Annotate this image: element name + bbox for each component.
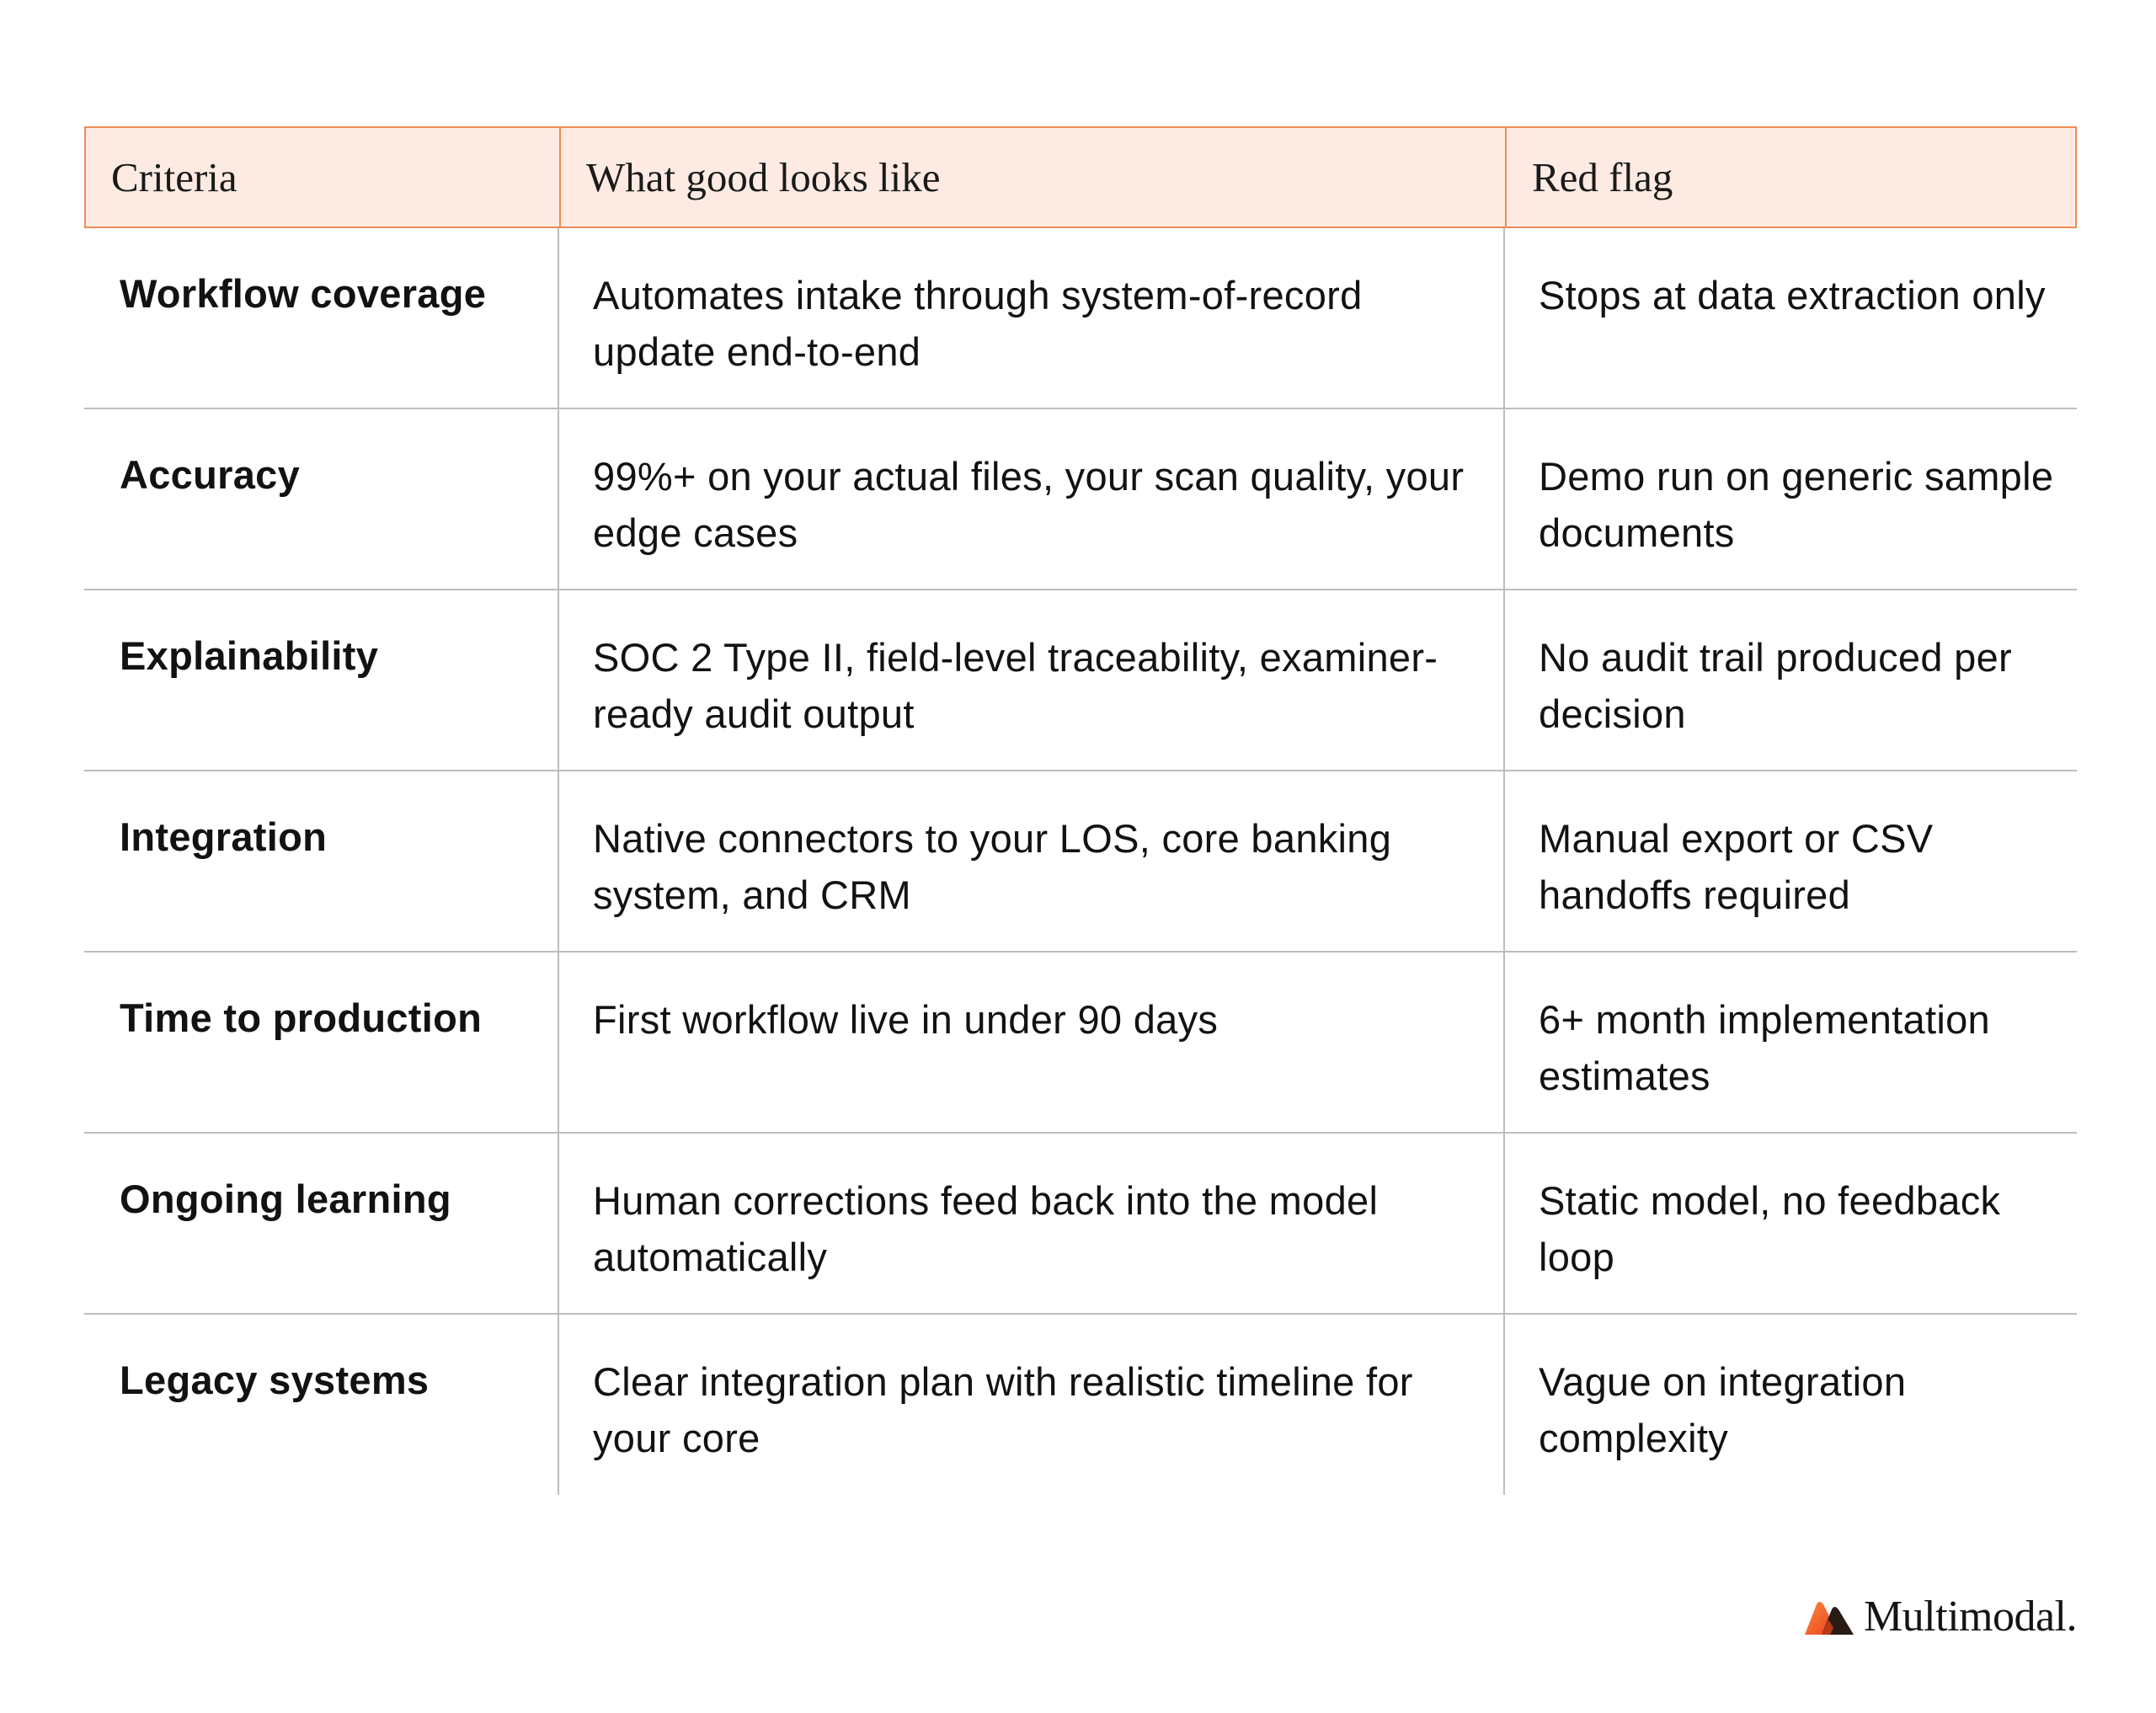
criteria-cell: Ongoing learning	[120, 1177, 451, 1221]
red-flag-cell: Demo run on generic sample documents	[1503, 409, 2077, 589]
table-row: Workflow coverage Automates intake throu…	[84, 228, 2077, 409]
header-good: What good looks like	[559, 128, 1505, 227]
table-row: Integration Native connectors to your LO…	[84, 771, 2077, 953]
red-flag-cell: No audit trail produced per decision	[1503, 590, 2077, 770]
red-flag-cell: Vague on integration complexity	[1503, 1315, 2077, 1495]
red-flag-cell: Manual export or CSV handoffs required	[1503, 771, 2077, 951]
criteria-cell: Accuracy	[120, 452, 301, 497]
good-cell: Automates intake through system-of-recor…	[558, 228, 1503, 408]
table-row: Explainability SOC 2 Type II, field-leve…	[84, 590, 2077, 771]
table-row: Accuracy 99%+ on your actual files, your…	[84, 409, 2077, 590]
good-cell: Clear integration plan with realistic ti…	[558, 1315, 1503, 1495]
table-row: Ongoing learning Human corrections feed …	[84, 1134, 2077, 1315]
criteria-cell: Legacy systems	[120, 1358, 430, 1402]
table-header: Criteria What good looks like Red flag	[84, 126, 2077, 228]
header-flag: Red flag	[1505, 128, 2079, 227]
red-flag-cell: Static model, no feedback loop	[1503, 1134, 2077, 1313]
criteria-cell: Explainability	[120, 633, 379, 678]
table-row: Time to production First workflow live i…	[84, 953, 2077, 1134]
criteria-cell: Integration	[120, 814, 328, 859]
criteria-cell: Workflow coverage	[120, 271, 487, 316]
good-cell: First workflow live in under 90 days	[558, 953, 1503, 1132]
red-flag-cell: 6+ month implementation estimates	[1503, 953, 2077, 1132]
good-cell: 99%+ on your actual files, your scan qua…	[558, 409, 1503, 589]
good-cell: SOC 2 Type II, field-level traceability,…	[558, 590, 1503, 770]
criteria-cell: Time to production	[120, 995, 483, 1040]
comparison-table: Criteria What good looks like Red flag W…	[84, 126, 2077, 1495]
good-cell: Native connectors to your LOS, core bank…	[558, 771, 1503, 951]
brand-name: Multimodal.	[1863, 1593, 2078, 1641]
red-flag-cell: Stops at data extraction only	[1503, 228, 2077, 408]
header-criteria: Criteria	[111, 154, 237, 200]
multimodal-logo-icon	[1804, 1601, 1854, 1635]
good-cell: Human corrections feed back into the mod…	[558, 1134, 1503, 1313]
table-row: Legacy systems Clear integration plan wi…	[84, 1315, 2077, 1495]
brand-logo: Multimodal.	[1801, 1592, 2078, 1641]
